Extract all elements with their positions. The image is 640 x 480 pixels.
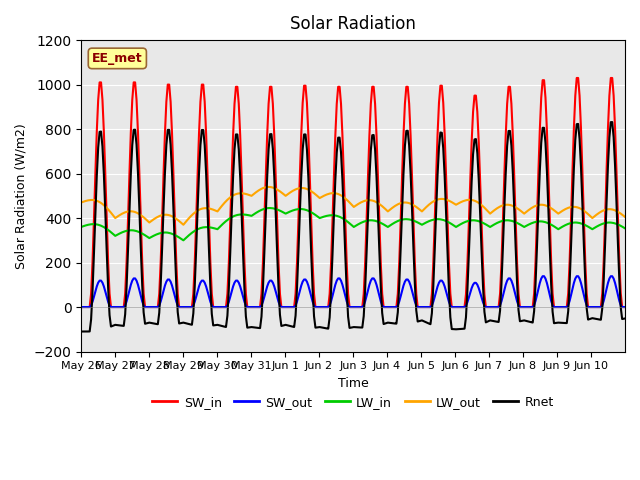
LW_in	[113, 232, 120, 238]
SW_out	[539, 273, 547, 279]
SW_out	[547, 298, 555, 304]
SW_in	[618, 304, 626, 310]
Legend: SW_in, SW_out, LW_in, LW_out, Rnet: SW_in, SW_out, LW_in, LW_out, Rnet	[147, 391, 559, 414]
LW_in	[77, 224, 85, 230]
SW_in	[573, 75, 580, 81]
X-axis label: Time: Time	[338, 377, 369, 390]
SW_out	[621, 304, 629, 310]
Rnet	[609, 119, 616, 125]
LW_in	[620, 225, 627, 230]
SW_out	[465, 295, 473, 300]
Line: Rnet: Rnet	[81, 122, 625, 332]
Y-axis label: Solar Radiation (W/m2): Solar Radiation (W/m2)	[15, 123, 28, 269]
LW_in	[266, 205, 274, 211]
LW_out	[621, 214, 629, 220]
LW_in	[180, 238, 188, 243]
Line: SW_out: SW_out	[81, 276, 625, 307]
Rnet	[467, 214, 474, 220]
Title: Solar Radiation: Solar Radiation	[290, 15, 416, 33]
SW_in	[113, 304, 120, 310]
Rnet	[80, 329, 88, 335]
LW_out	[265, 184, 273, 190]
SW_in	[96, 80, 104, 85]
SW_in	[465, 222, 473, 228]
LW_out	[360, 198, 367, 204]
LW_in	[621, 226, 629, 231]
SW_out	[618, 304, 626, 310]
Rnet	[621, 315, 629, 321]
LW_out	[180, 222, 188, 228]
SW_in	[546, 216, 554, 222]
LW_out	[620, 213, 627, 219]
SW_in	[621, 304, 629, 310]
Line: LW_out: LW_out	[81, 187, 625, 225]
LW_out	[468, 197, 476, 203]
Rnet	[77, 329, 85, 335]
LW_in	[96, 222, 104, 228]
SW_in	[77, 304, 85, 310]
LW_out	[96, 199, 104, 205]
Rnet	[114, 323, 122, 328]
LW_in	[548, 223, 556, 228]
Text: EE_met: EE_met	[92, 52, 143, 65]
Rnet	[97, 129, 105, 134]
SW_out	[113, 304, 120, 310]
Line: LW_in: LW_in	[81, 208, 625, 240]
SW_out	[96, 278, 104, 284]
LW_in	[468, 217, 476, 223]
Rnet	[547, 281, 555, 287]
SW_in	[357, 304, 365, 310]
LW_out	[548, 206, 556, 212]
LW_in	[360, 219, 367, 225]
SW_out	[77, 304, 85, 310]
SW_out	[357, 304, 365, 310]
Line: SW_in: SW_in	[81, 78, 625, 307]
Rnet	[620, 316, 627, 322]
Rnet	[358, 324, 366, 330]
LW_out	[113, 214, 120, 220]
LW_out	[77, 200, 85, 205]
